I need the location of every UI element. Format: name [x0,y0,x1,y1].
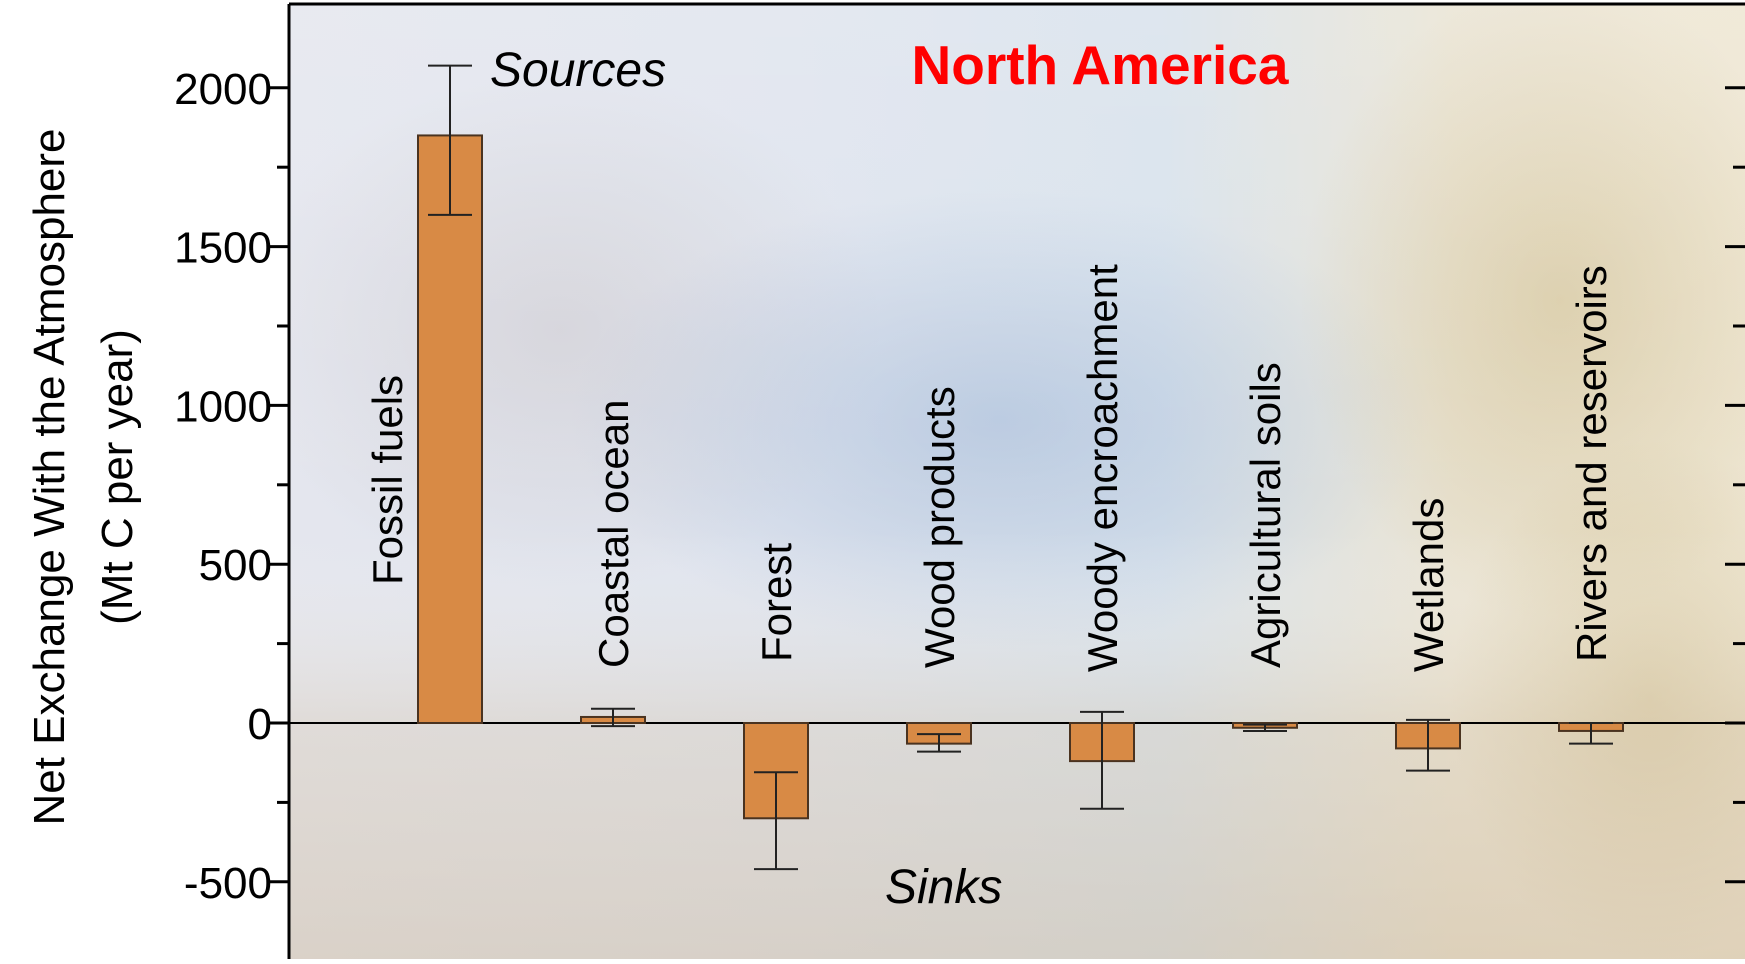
y-tick-label: 2000 [174,65,272,114]
category-label: Agricultural soils [1242,362,1289,668]
marks-layer: -500 0 500 1000 1500 2000 Fossil fuels Coastal … [174,64,1745,908]
category-label: Rivers and reservoirs [1568,265,1615,662]
sources-annotation: Sources [490,44,666,97]
category-label: Wood products [916,386,963,668]
sinks-annotation: Sinks [885,861,1002,914]
category-label: Wetlands [1405,498,1452,672]
bar [417,134,483,724]
y-tick-label: 0 [248,700,272,749]
category-label: Forest [753,543,800,662]
category-label: Woody encroachment [1079,264,1126,672]
y-tick-label: 500 [199,541,272,590]
y-tick-label: -500 [184,859,272,908]
plot-background [289,4,1745,959]
category-label: Fossil fuels [364,375,411,585]
plot-frame [287,2,1745,959]
y-axis-label-line2: (Mt C per year) [93,329,142,625]
y-tick-label: 1000 [174,382,272,431]
category-label: Coastal ocean [590,399,637,668]
y-tick-label: 1500 [174,224,272,273]
y-axis-label-line1: Net Exchange With the Atmosphere [25,128,74,825]
chart-title: North America [912,34,1289,96]
